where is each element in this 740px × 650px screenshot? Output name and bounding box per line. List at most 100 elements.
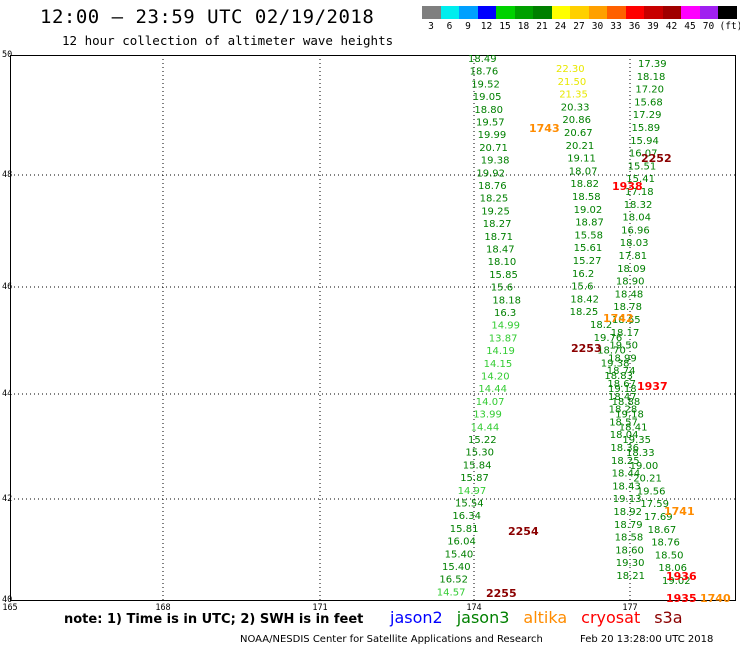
scale-swatch — [644, 6, 663, 19]
scale-swatch — [422, 6, 441, 19]
wave-height-value: 16.2 — [572, 269, 594, 280]
pass-time-label: 1935 — [666, 592, 697, 605]
latitude-label: 50 — [2, 50, 13, 60]
pass-time-label: 1740 — [700, 592, 731, 605]
scale-label: 6 — [446, 21, 453, 32]
legend-item-cryosat: cryosat — [581, 608, 641, 627]
wave-height-value: 22.30 — [556, 64, 585, 75]
wave-height-value: 15.51 — [628, 161, 657, 172]
wave-height-value: 16.07 — [629, 149, 658, 160]
satellite-legend: jason2 jason3 altika cryosat s3a — [390, 608, 683, 627]
wave-height-value: 18.71 — [484, 232, 513, 243]
scale-swatch — [662, 6, 681, 19]
scale-label: 42 — [665, 21, 678, 32]
pass-time-label: 1742 — [603, 312, 634, 325]
wave-height-value: 15.6 — [491, 283, 513, 294]
latitude-label: 42 — [2, 494, 13, 504]
wave-height-value: 15.40 — [445, 549, 474, 560]
wave-height-value: 18.65 — [612, 315, 641, 326]
wave-height-value: 19.35 — [622, 435, 651, 446]
wave-height-value: 18.79 — [614, 520, 643, 531]
wave-height-value: 19.02 — [662, 576, 691, 587]
longitude-label: 168 — [155, 603, 171, 613]
wave-height-value: 15.87 — [460, 473, 489, 484]
pass-time-label: 1743 — [529, 122, 560, 135]
wave-height-value: 19.76 — [594, 333, 623, 344]
map-frame — [10, 55, 736, 601]
scale-swatch — [477, 6, 496, 19]
wave-height-value: 15.41 — [626, 174, 655, 185]
wave-height-value: 16.52 — [439, 575, 468, 586]
scale-label: (ft) — [719, 21, 740, 32]
wave-height-value: 19.99 — [478, 130, 507, 141]
wave-height-value: 19.50 — [609, 341, 638, 352]
wave-height-value: 15.22 — [468, 435, 497, 446]
wave-height-value: 18.2 — [590, 320, 612, 331]
scale-swatch — [588, 6, 607, 19]
wave-height-value: 19.38 — [601, 358, 630, 369]
wave-height-value: 15.27 — [573, 256, 602, 267]
scale-label: 33 — [610, 21, 622, 32]
scale-label: 12 — [480, 21, 493, 32]
scale-swatch — [570, 6, 589, 19]
wave-height-value: 18.04 — [622, 213, 651, 224]
wave-height-value: 18.60 — [615, 545, 644, 556]
latitude-label: 44 — [2, 389, 13, 399]
wave-height-value: 20.86 — [562, 115, 591, 126]
wave-height-value: 13.87 — [489, 333, 518, 344]
scale-label: 30 — [591, 21, 604, 32]
wave-height-value: 14.57 — [437, 587, 466, 598]
wave-height-value: 17.81 — [619, 251, 648, 262]
wave-height-value: 17.20 — [635, 85, 664, 96]
wave-height-value: 18.41 — [619, 422, 648, 433]
wave-height-value: 18.90 — [616, 277, 645, 288]
wave-height-value: 18.70 — [597, 346, 626, 357]
latitude-label: 46 — [2, 282, 13, 292]
wave-height-value: 18.99 — [608, 353, 637, 364]
latitude-label: 48 — [2, 170, 13, 180]
wave-height-value: 17.29 — [633, 110, 662, 121]
wave-height-value: 18.48 — [615, 289, 644, 300]
wave-height-value: 18.18 — [637, 72, 666, 83]
scale-swatch — [625, 6, 644, 19]
wave-height-value: 19.30 — [616, 558, 645, 569]
wave-height-value: 14.44 — [478, 384, 507, 395]
scale-swatch — [607, 6, 626, 19]
wave-height-value: 18.42 — [570, 294, 599, 305]
scale-label: 18 — [517, 21, 530, 32]
longitude-label: 177 — [622, 603, 638, 613]
wave-height-value: 18.74 — [607, 366, 636, 377]
scale-swatch — [718, 6, 737, 19]
wave-height-value: 18.06 — [658, 563, 687, 574]
wave-height-value: 18.82 — [570, 179, 599, 190]
page-subtitle: 12 hour collection of altimeter wave hei… — [62, 33, 394, 48]
pass-time-label: 2254 — [508, 525, 539, 538]
wave-height-value: 18.27 — [483, 219, 512, 230]
scale-label: 39 — [647, 21, 659, 32]
wave-height-value: 17.59 — [640, 499, 669, 510]
wave-height-value: 20.67 — [564, 128, 593, 139]
wave-height-value: 18.32 — [624, 200, 653, 211]
wave-height-value: 15.30 — [465, 448, 494, 459]
scale-label: 24 — [554, 21, 567, 32]
wave-height-value: 18.88 — [612, 397, 641, 408]
wave-height-value: 18.03 — [620, 238, 649, 249]
pass-time-label: 1937 — [637, 380, 668, 393]
wave-height-value: 18.58 — [615, 533, 644, 544]
wave-height-value: 16.04 — [447, 537, 476, 548]
wave-height-value: 16.96 — [621, 225, 650, 236]
wave-height-value: 15.84 — [463, 460, 492, 471]
wave-height-value: 19.02 — [574, 205, 603, 216]
pass-time-label: 2253 — [571, 342, 602, 355]
wave-height-value: 18.49 — [468, 54, 497, 65]
latitude-label: 40 — [2, 595, 13, 605]
wave-height-value: 18.57 — [609, 417, 638, 428]
scale-swatch — [514, 6, 533, 19]
scale-swatch — [440, 6, 459, 19]
wave-height-value: 15.94 — [630, 136, 659, 147]
wave-height-value: 18.44 — [612, 469, 641, 480]
legend-item-altika: altika — [523, 608, 568, 627]
wave-height-value: 21.50 — [558, 77, 587, 88]
wave-height-value: 18.47 — [608, 392, 637, 403]
